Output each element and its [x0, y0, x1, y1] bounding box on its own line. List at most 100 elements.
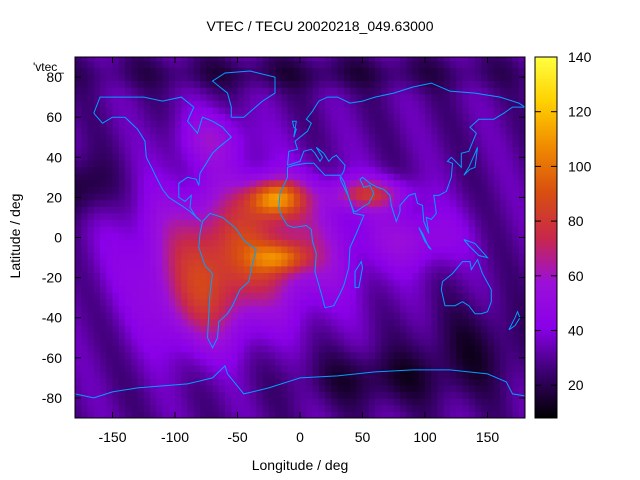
heatmap-cell — [443, 384, 451, 393]
heatmap-cell — [156, 146, 164, 154]
heatmap-cell — [93, 73, 101, 81]
heatmap-cell — [331, 166, 339, 174]
heatmap-cell — [262, 120, 270, 128]
heatmap-cell — [518, 351, 525, 359]
heatmap-cell — [100, 318, 107, 326]
heatmap-cell — [156, 140, 164, 148]
heatmap-cell — [87, 404, 95, 412]
heatmap-cell — [281, 232, 289, 240]
heatmap-cell — [450, 126, 457, 134]
heatmap-cell — [375, 140, 382, 148]
heatmap-cell — [350, 285, 357, 293]
heatmap-cell — [312, 285, 320, 293]
heatmap-cell — [87, 345, 95, 353]
heatmap-cell — [112, 57, 120, 62]
heatmap-cell — [243, 57, 251, 62]
heatmap-cell — [212, 239, 220, 247]
heatmap-cell — [475, 232, 482, 240]
heatmap-cell — [193, 318, 201, 326]
x-tick-label: 100 — [413, 429, 437, 445]
heatmap-cell — [481, 100, 489, 108]
heatmap-cell — [162, 245, 170, 254]
heatmap-cell — [193, 279, 201, 287]
heatmap-cell — [487, 120, 495, 128]
heatmap-cell — [350, 173, 357, 181]
heatmap-cell — [368, 126, 376, 134]
heatmap-cell — [256, 345, 264, 353]
heatmap-cell — [437, 272, 445, 280]
heatmap-cell — [406, 153, 414, 161]
heatmap-cell — [418, 384, 426, 393]
heatmap-cell — [112, 212, 120, 220]
heatmap-cell — [362, 120, 370, 128]
heatmap-cell — [131, 126, 139, 134]
heatmap-cell — [337, 186, 345, 194]
heatmap-cell — [93, 93, 101, 101]
heatmap-cell — [300, 166, 307, 174]
heatmap-cell — [368, 226, 376, 234]
heatmap-cell — [262, 351, 270, 359]
heatmap-cell — [443, 113, 451, 121]
heatmap-cell — [518, 232, 525, 240]
heatmap-cell — [325, 332, 332, 340]
heatmap-cell — [412, 60, 420, 68]
heatmap-cell — [356, 384, 364, 393]
heatmap-cell — [493, 345, 501, 353]
heatmap-cell — [268, 87, 276, 95]
heatmap-cell — [300, 57, 307, 62]
heatmap-cell — [350, 186, 357, 194]
heatmap-cell — [431, 259, 439, 267]
heatmap-cell — [100, 206, 107, 214]
heatmap-cell — [331, 80, 339, 88]
heatmap-cell — [281, 159, 289, 168]
heatmap-cell — [243, 371, 251, 379]
heatmap-cell — [206, 239, 214, 247]
heatmap-cell — [237, 298, 245, 307]
heatmap-cell — [312, 179, 320, 187]
heatmap-cell — [387, 120, 395, 128]
heatmap-cell — [181, 173, 189, 181]
heatmap-cell — [412, 371, 420, 379]
heatmap-cell — [518, 384, 525, 393]
heatmap-cell — [162, 365, 170, 373]
heatmap-cell — [337, 93, 345, 101]
heatmap-cell — [137, 384, 145, 393]
heatmap-cell — [162, 146, 170, 154]
heatmap-cell — [268, 365, 276, 373]
heatmap-cell — [268, 239, 276, 247]
heatmap-cell — [131, 358, 139, 366]
heatmap-cell — [331, 73, 339, 81]
heatmap-cell — [493, 272, 501, 280]
heatmap-cell — [337, 226, 345, 234]
heatmap-cell — [393, 226, 401, 234]
heatmap-cell — [412, 345, 420, 353]
heatmap-cell — [87, 73, 95, 81]
heatmap-cell — [475, 279, 482, 287]
heatmap-cell — [362, 212, 370, 220]
heatmap-cell — [481, 80, 489, 88]
heatmap-cell — [268, 279, 276, 287]
heatmap-cell — [287, 318, 295, 326]
heatmap-cell — [406, 378, 414, 386]
heatmap-cell — [237, 179, 245, 187]
heatmap-cell — [450, 371, 457, 379]
heatmap-cell — [150, 60, 157, 68]
heatmap-cell — [93, 206, 101, 214]
heatmap-cell — [193, 146, 201, 154]
heatmap-cell — [418, 358, 426, 366]
heatmap-cell — [156, 113, 164, 121]
heatmap-cell — [187, 153, 195, 161]
heatmap-cell — [500, 384, 507, 393]
heatmap-cell — [362, 371, 370, 379]
heatmap-cell — [318, 259, 326, 267]
heatmap-cell — [256, 153, 264, 161]
heatmap-cell — [512, 67, 520, 75]
heatmap-cell — [206, 398, 214, 406]
heatmap-cell — [75, 166, 82, 174]
heatmap-cell — [275, 371, 282, 379]
heatmap-cell — [387, 371, 395, 379]
heatmap-cell — [443, 378, 451, 386]
heatmap-cell — [281, 67, 289, 75]
heatmap-cell — [437, 140, 445, 148]
heatmap-cell — [168, 100, 176, 108]
